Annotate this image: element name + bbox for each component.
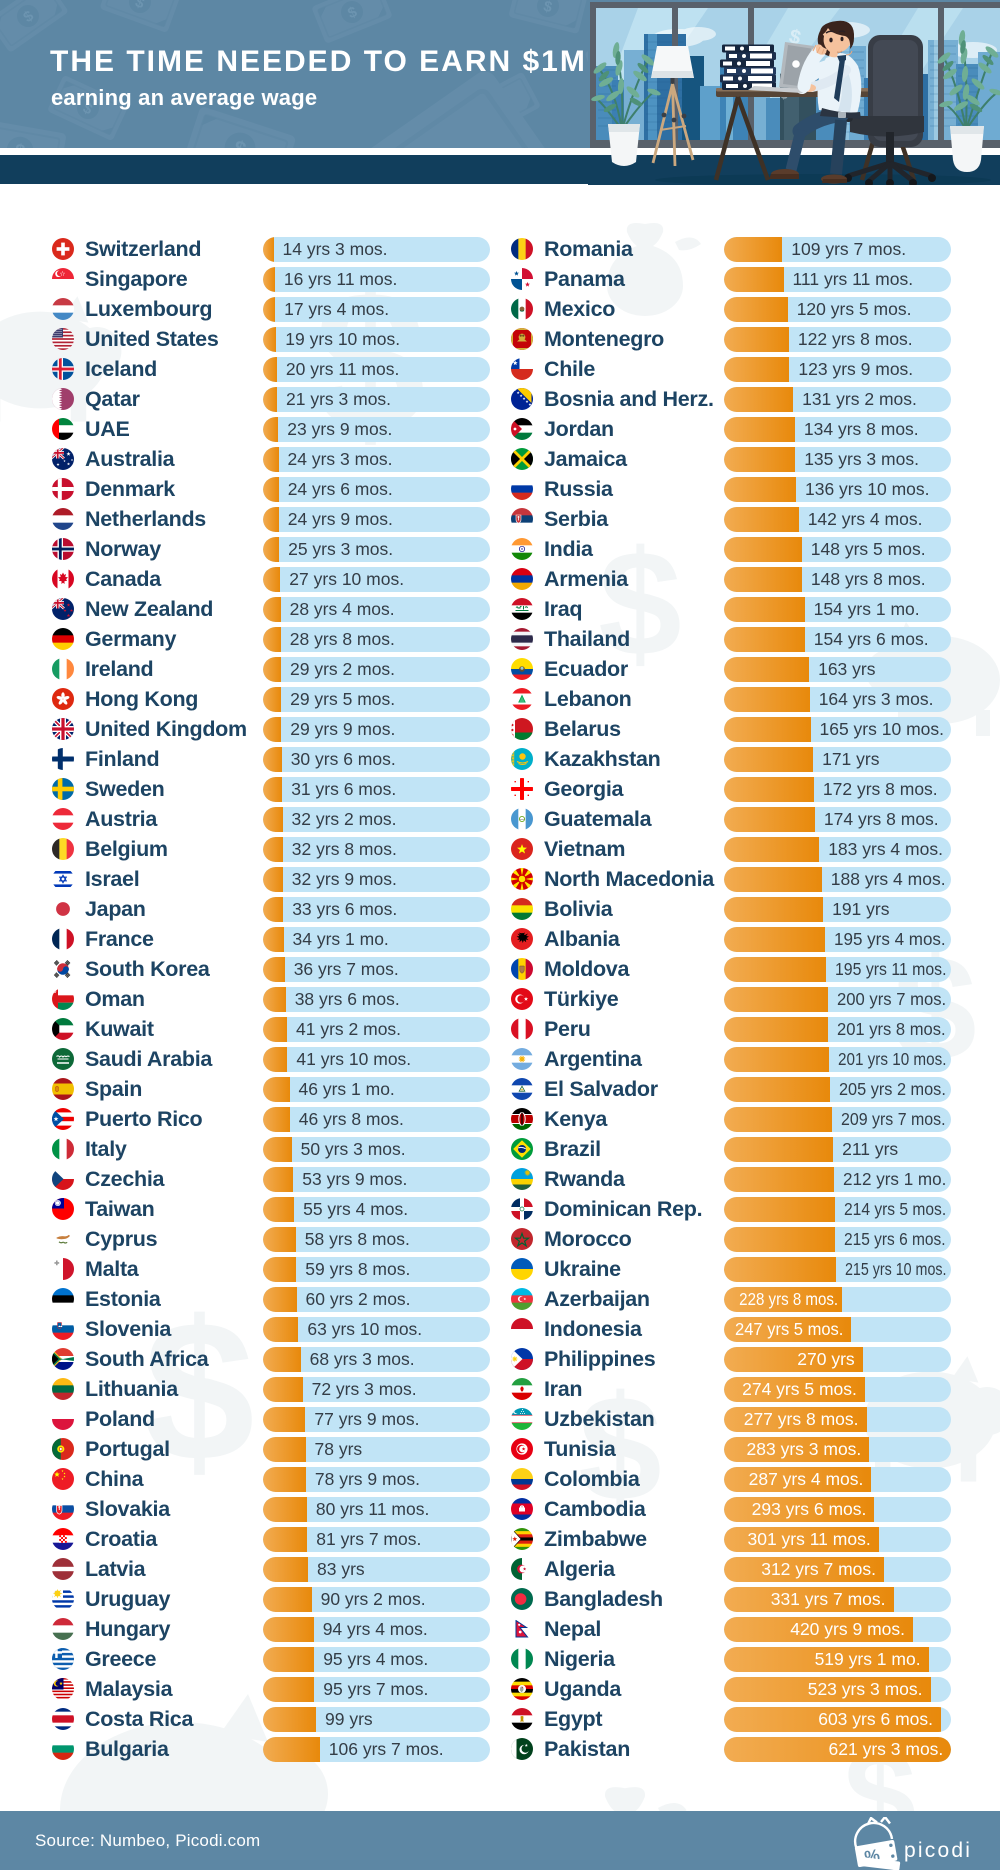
svg-text:$: $ <box>231 136 250 148</box>
svg-text:$: $ <box>143 1280 254 1503</box>
svg-text:$: $ <box>598 519 681 687</box>
svg-text:picodi: picodi <box>904 1839 972 1862</box>
svg-text:$: $ <box>578 1364 661 1532</box>
svg-text:$: $ <box>844 1722 916 1811</box>
svg-text:$: $ <box>13 140 26 148</box>
